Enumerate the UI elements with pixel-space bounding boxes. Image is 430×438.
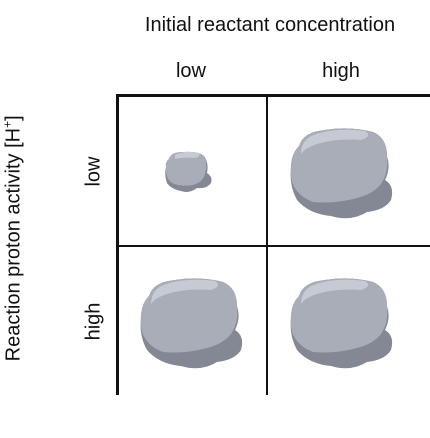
- row-label-low: low: [82, 156, 105, 187]
- row-axis-title-superscript: +: [0, 120, 15, 128]
- particle-low-high: [290, 128, 393, 219]
- column-axis-title: Initial reactant concentration: [144, 14, 396, 36]
- row-axis-title-suffix: ]: [2, 115, 25, 121]
- row-axis-title-text: Reaction proton activity [H: [2, 127, 25, 362]
- particle-high-high: [290, 278, 393, 369]
- particle-low-low: [165, 151, 212, 192]
- column-label-low: low: [175, 60, 206, 82]
- row-axis-title: Reaction proton activity [H+]: [1, 38, 26, 438]
- row-label-high: high: [82, 302, 105, 341]
- grid-horizontal-divider: [117, 245, 430, 247]
- column-label-high: high: [322, 60, 360, 82]
- matrix-grid: [116, 94, 430, 395]
- particle-high-low: [140, 278, 243, 369]
